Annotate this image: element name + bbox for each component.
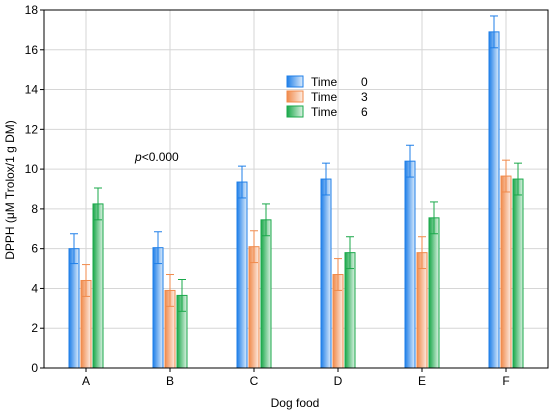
axes — [40, 9, 549, 372]
bar — [68, 248, 80, 369]
y-tick-label: 14 — [25, 83, 39, 97]
bar — [236, 181, 248, 369]
bar — [320, 178, 332, 369]
legend-value: 0 — [361, 75, 368, 89]
legend-swatch — [286, 105, 304, 118]
y-tick-label: 10 — [25, 162, 39, 176]
y-tick-label: 2 — [31, 321, 38, 335]
error-bars — [70, 15, 522, 312]
x-tick-label: E — [418, 374, 426, 388]
x-tick-label: D — [334, 374, 343, 388]
x-tick-label: B — [166, 374, 174, 388]
y-tick-label: 4 — [31, 281, 38, 295]
y-tick-label: 16 — [25, 43, 39, 57]
bar — [488, 31, 500, 369]
p-value-threshold: <0.000 — [142, 150, 179, 164]
bar — [512, 178, 524, 369]
bar — [344, 252, 356, 369]
legend-value: 3 — [361, 90, 368, 104]
legend: Time 0 Time 3 Time 6 — [286, 75, 368, 119]
bar — [92, 203, 104, 369]
y-axis-label: DPPH (μM Trolox/1 g DM) — [3, 120, 17, 260]
legend-label: Time — [311, 75, 338, 89]
bar — [500, 175, 512, 369]
bar — [428, 217, 440, 369]
p-value-annotation: p<0.000 — [134, 150, 179, 164]
legend-label: Time — [311, 90, 338, 104]
plot-frame — [43, 9, 549, 369]
bar — [248, 246, 260, 369]
legend-swatch — [286, 90, 304, 103]
bar — [260, 219, 272, 369]
legend-swatch — [286, 75, 304, 88]
y-tick-label: 12 — [25, 122, 39, 136]
bar — [152, 247, 164, 369]
y-tick-label: 6 — [31, 242, 38, 256]
legend-label: Time — [311, 105, 338, 119]
x-tick-label: F — [502, 374, 509, 388]
y-tick-label: 18 — [25, 3, 39, 17]
grid — [44, 10, 548, 368]
x-tick-label: A — [82, 374, 90, 388]
x-tick-label: C — [250, 374, 259, 388]
y-tick-label: 8 — [31, 202, 38, 216]
p-value-symbol: p — [134, 150, 142, 164]
legend-value: 6 — [361, 105, 368, 119]
y-tick-label: 0 — [31, 361, 38, 375]
tick-labels: 0 2 4 6 8 10 12 14 16 18 A B C D E F — [25, 3, 510, 388]
bar — [404, 160, 416, 369]
bar — [416, 252, 428, 369]
x-axis-label: Dog food — [271, 396, 320, 410]
